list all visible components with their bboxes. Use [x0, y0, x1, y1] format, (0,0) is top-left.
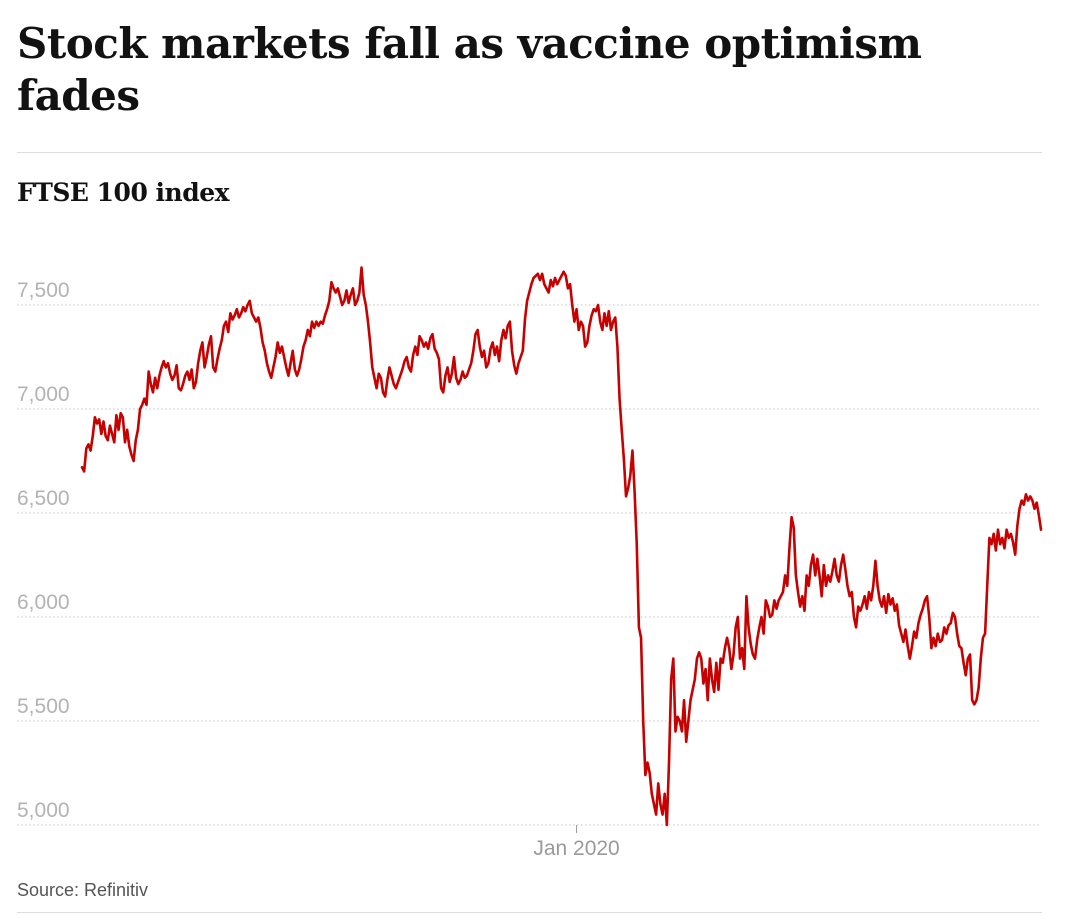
y-tick-label: 6,000: [17, 591, 70, 614]
top-divider: [17, 152, 1042, 153]
headline: Stock markets fall as vaccine optimism f…: [17, 19, 922, 120]
y-tick-label: 7,000: [17, 383, 70, 406]
bottom-divider: [17, 912, 1042, 913]
chart-title: FTSE 100 index: [17, 178, 230, 207]
x-tick-label: Jan 2020: [533, 837, 619, 860]
y-tick-label: 7,500: [17, 279, 70, 302]
series-line: [80, 266, 1043, 827]
source-note: Source: Refinitiv: [17, 880, 149, 900]
y-tick-label: 6,500: [17, 487, 70, 510]
y-tick-label: 5,500: [17, 695, 70, 718]
y-tick-label: 5,000: [17, 799, 70, 822]
